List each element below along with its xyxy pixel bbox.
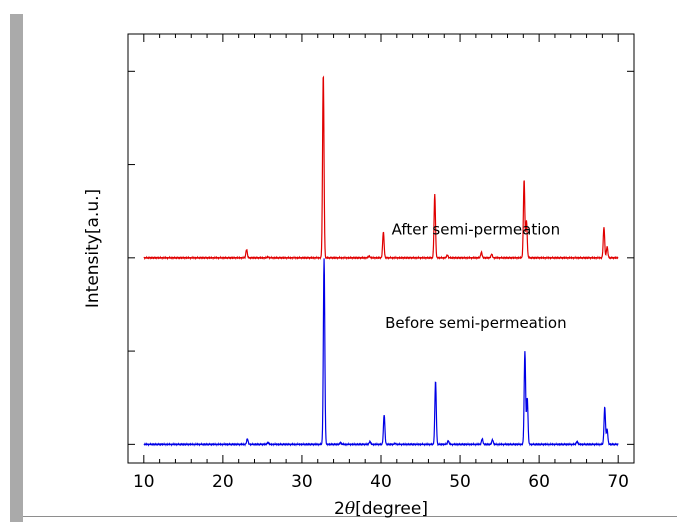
- bottom-rule: [23, 516, 677, 517]
- x-tick-label: 60: [528, 472, 550, 492]
- series-line-1: [143, 258, 619, 447]
- y-axis-label: Intensity[a.u.]: [83, 189, 103, 308]
- series-annotation: After semi-permeation: [392, 221, 560, 239]
- x-axis-label: 2θ[degree]: [334, 499, 428, 519]
- series-annotation: Before semi-permeation: [385, 314, 566, 332]
- x-tick-label: 50: [449, 472, 471, 492]
- series-layer: [143, 75, 619, 447]
- x-tick-label: 30: [291, 472, 313, 492]
- x-axis-label-theta: θ: [345, 499, 355, 519]
- x-axis-label-unit: [degree]: [355, 499, 428, 519]
- plot-frame: [127, 33, 635, 464]
- x-tick-label: 40: [370, 472, 392, 492]
- x-axis-label-prefix: 2: [334, 499, 345, 519]
- x-tick-label: 70: [607, 472, 629, 492]
- x-tick-label: 10: [133, 472, 155, 492]
- left-margin-bar: [10, 14, 23, 522]
- text-layer: Intensity[a.u.] 2θ[degree] After semi-pe…: [83, 189, 567, 519]
- x-tick-label: 20: [212, 472, 234, 492]
- ticks-layer: 10 20 30 40 50 60 70: [127, 34, 635, 492]
- series-line-0: [143, 75, 619, 261]
